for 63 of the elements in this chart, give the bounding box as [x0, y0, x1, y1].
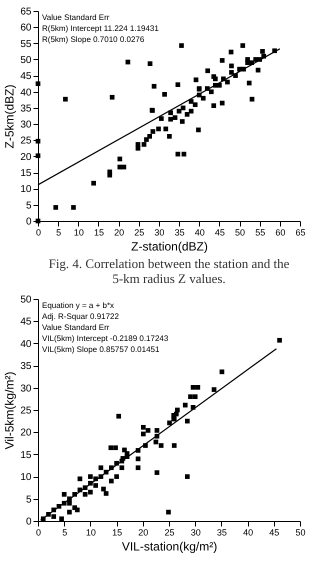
x-tick-label: 45 — [214, 228, 225, 238]
x-axis-title: Z-station(dBZ) — [131, 240, 208, 254]
x-tick-label: 50 — [235, 228, 246, 238]
x-tick-label: 15 — [94, 228, 104, 238]
x-tick-label: 35 — [216, 528, 227, 538]
y-tick-label: 5 — [26, 494, 32, 506]
y-tick-label: 10 — [20, 184, 32, 196]
y-tick-label: 40 — [20, 87, 32, 98]
x-tick-label: 10 — [86, 528, 96, 538]
y-axis-title: Vil-5km(kg/m²) — [2, 372, 16, 450]
y-tick-label: 0 — [26, 516, 32, 528]
x-tick-label: 10 — [74, 228, 84, 238]
y-tick-label: 30 — [20, 383, 32, 394]
x-tick-label: 40 — [243, 528, 254, 538]
annotation: R(5km) Intercept 11.224 1.19431 — [42, 24, 160, 33]
y-tick-label: 50 — [20, 294, 32, 306]
y-axis-title: Z-5km(dBZ) — [2, 84, 16, 148]
annotation: R(5km) Slope 0.7010 0.0276 — [42, 35, 145, 44]
y-tick-label: 50 — [20, 54, 32, 66]
y-tick-label: 40 — [20, 338, 32, 350]
x-tick-label: 30 — [190, 528, 201, 538]
annotation: Value Standard Err — [42, 323, 110, 332]
x-tick-label: 60 — [275, 228, 286, 238]
x-tick-label: 20 — [138, 528, 148, 538]
y-tick-label: 45 — [20, 71, 32, 82]
x-tick-label: 15 — [112, 528, 122, 538]
y-tick-label: 15 — [20, 450, 32, 461]
x-tick-label: 20 — [114, 228, 124, 238]
annotation: VIL(5km) Intercept -0.2189 0.17243 — [42, 334, 169, 343]
x-tick-label: 30 — [154, 228, 164, 238]
text: Fig. 4. Correlation between the station and the 5-km radius Z values. — [48, 256, 290, 286]
annotation: Equation y = a + b*x — [42, 301, 114, 310]
y-tick-label: 20 — [20, 152, 32, 163]
x-tick-label: 55 — [255, 228, 266, 238]
y-tick-label: 60 — [20, 22, 32, 34]
x-tick-label: 45 — [269, 528, 280, 538]
x-tick-label: 25 — [134, 228, 144, 238]
y-tick-label: 55 — [20, 38, 32, 50]
x-axis-title: VIL-station(kg/m²) — [122, 540, 218, 554]
y-tick-label: 5 — [26, 200, 32, 212]
x-tick-label: 5 — [62, 528, 68, 538]
annotation: VIL(5km) Slope 0.85757 0.01451 — [42, 345, 160, 354]
x-tick-label: 50 — [295, 528, 306, 538]
y-tick-label: 35 — [20, 361, 32, 372]
annotation: Value Standard Err — [42, 13, 110, 22]
y-tick-label: 45 — [20, 316, 32, 328]
y-tick-label: 20 — [20, 428, 32, 439]
y-tick-label: 65 — [20, 6, 32, 18]
annotation: Adj. R-Squar 0.91722 — [42, 312, 120, 321]
y-tick-label: 10 — [20, 472, 32, 484]
x-tick-label: 40 — [194, 228, 205, 238]
y-tick-label: 25 — [20, 406, 32, 416]
y-tick-label: 35 — [20, 103, 32, 114]
x-tick-label: 0 — [36, 528, 42, 538]
x-tick-label: 0 — [36, 228, 42, 238]
x-tick-label: 5 — [56, 228, 62, 238]
y-tick-label: 0 — [26, 216, 32, 228]
y-tick-label: 30 — [20, 120, 32, 131]
y-tick-label: 15 — [20, 168, 32, 180]
x-tick-label: 25 — [164, 528, 175, 538]
x-tick-label: 65 — [295, 228, 306, 238]
y-tick-label: 25 — [20, 136, 32, 147]
x-tick-label: 35 — [174, 228, 185, 238]
